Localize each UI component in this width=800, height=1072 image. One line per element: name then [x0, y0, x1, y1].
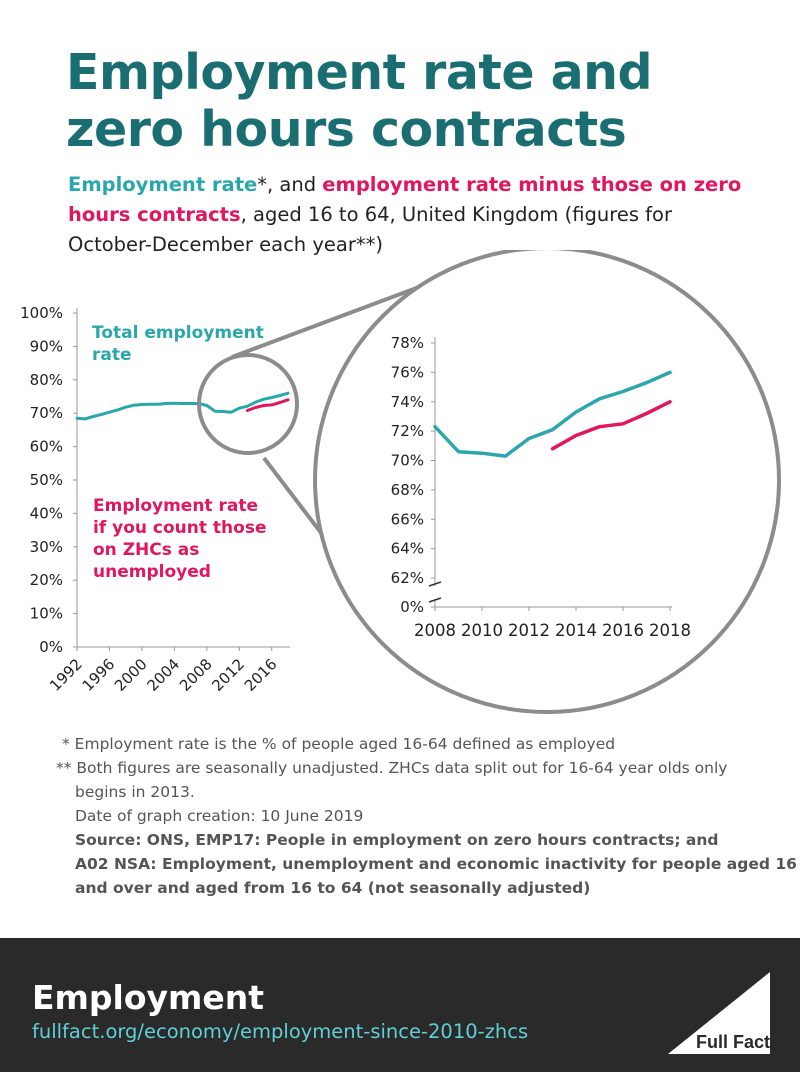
main-x-tick-label: 2012 — [208, 655, 248, 695]
chart-subtitle: Employment rate*, and employment rate mi… — [68, 170, 748, 260]
subtitle-part-2: *, and — [257, 173, 323, 196]
footer-title: Employment — [32, 978, 265, 1017]
inset-y-tick-label: 72% — [391, 422, 424, 440]
magnifier — [197, 250, 781, 714]
inset-x-tick-label: 2010 — [461, 621, 503, 640]
logo-text: Full Fact — [696, 1032, 770, 1052]
main-y-tick-label: 20% — [30, 571, 63, 589]
zhc-label-2: if you count those — [93, 518, 267, 538]
total-employment-label-1: Total employment — [92, 323, 264, 343]
subtitle-teal-part: Employment rate — [68, 173, 258, 196]
main-x-tick-label: 2000 — [111, 655, 151, 695]
inset-y-tick-label: 64% — [391, 540, 424, 558]
zhc-label-3: on ZHCs as — [93, 540, 199, 560]
inset-x-tick-label: 2012 — [508, 621, 550, 640]
title-line-2: zero hours contracts — [66, 101, 627, 158]
main-y-tick-label: 70% — [30, 404, 63, 422]
total-employment-label-2: rate — [92, 345, 132, 365]
inset-y-tick-label: 66% — [391, 510, 424, 528]
footnote-employment-rate: * Employment rate is the % of people age… — [62, 735, 616, 753]
inset-series-total — [433, 370, 672, 458]
employment-chart: 0% 10% 20% 30% 40% 50% 60% 70% 80% 90% 100% 1992199… — [20, 250, 781, 714]
main-y-tick-label: 10% — [30, 605, 63, 623]
footer: Employment fullfact.org/economy/employme… — [0, 938, 800, 1072]
page-title: Employment rate and zero hours contracts — [66, 44, 766, 158]
inset-x-tick-label: 2016 — [602, 621, 644, 640]
inset-y-tick-label: 78% — [391, 334, 424, 352]
inset-y-tick-label: 70% — [391, 452, 424, 470]
footnote-unadjusted: ** Both figures are seasonally unadjuste… — [56, 759, 728, 777]
annotations: Total employment rate Employment rate if… — [92, 323, 267, 582]
main-y-tick-label: 100% — [20, 304, 63, 322]
source-line-1: Source: ONS, EMP17: People in employment… — [75, 831, 719, 849]
inset-y-tick-label: 62% — [391, 569, 424, 587]
main-y-tick-label: 90% — [30, 337, 63, 355]
zhc-label-1: Employment rate — [93, 496, 258, 516]
inset-y-tick-label: 76% — [391, 363, 424, 381]
axis-break-mark-lower — [428, 597, 442, 603]
main-x-tick-label: 1992 — [46, 655, 86, 695]
source-line-3: and over and aged from 16 to 64 (not sea… — [75, 879, 591, 897]
subtitle-part-4: , aged 16 to 64, United Kingdom (figures… — [68, 203, 672, 256]
inset-y-tick-label: 74% — [391, 393, 424, 411]
zhc-label-4: unemployed — [93, 562, 211, 582]
logo-triangle-shape — [668, 972, 770, 1054]
inset-x-tick-label: 2008 — [414, 621, 456, 640]
main-x-tick-label: 2008 — [176, 655, 216, 695]
main-y-tick-label: 0% — [39, 638, 63, 656]
source-line-2: A02 NSA: Employment, unemployment and ec… — [75, 855, 797, 873]
main-y-tick-label: 60% — [30, 438, 63, 456]
main-x-tick-label: 2016 — [241, 655, 281, 695]
main-y-tick-label: 30% — [30, 538, 63, 556]
graph-creation-date: Date of graph creation: 10 June 2019 — [75, 807, 364, 825]
inset-y-tick-label: 0% — [400, 598, 424, 616]
full-fact-logo: Full Fact — [668, 972, 770, 1054]
main-series-total — [75, 391, 290, 421]
inset-chart: 0% 62% 64% 66% 68% 70% 72% 74% 76% 78% 2008 2010 201… — [391, 334, 691, 640]
title-line-1: Employment rate and — [66, 44, 653, 101]
main-y-tick-label: 50% — [30, 471, 63, 489]
main-x-tick-label: 1996 — [79, 655, 119, 695]
main-y-tick-label: 40% — [30, 504, 63, 522]
footer-url-link[interactable]: fullfact.org/economy/employment-since-20… — [32, 1020, 529, 1043]
inset-y-tick-label: 68% — [391, 481, 424, 499]
small-magnifier-circle — [197, 353, 299, 455]
inset-series-zhc — [550, 400, 672, 451]
large-magnifier-circle — [313, 250, 781, 714]
main-series-zhc — [245, 398, 290, 412]
axis-break-mark-upper — [428, 581, 442, 587]
main-x-tick-label: 2004 — [143, 655, 183, 695]
main-y-tick-label: 80% — [30, 371, 63, 389]
inset-x-tick-label: 2014 — [555, 621, 597, 640]
subtitle-pink-part: employment rate minus those on zero hour… — [68, 173, 742, 226]
inset-x-tick-label: 2018 — [649, 621, 691, 640]
footnote-unadjusted-cont: begins in 2013. — [75, 783, 195, 801]
